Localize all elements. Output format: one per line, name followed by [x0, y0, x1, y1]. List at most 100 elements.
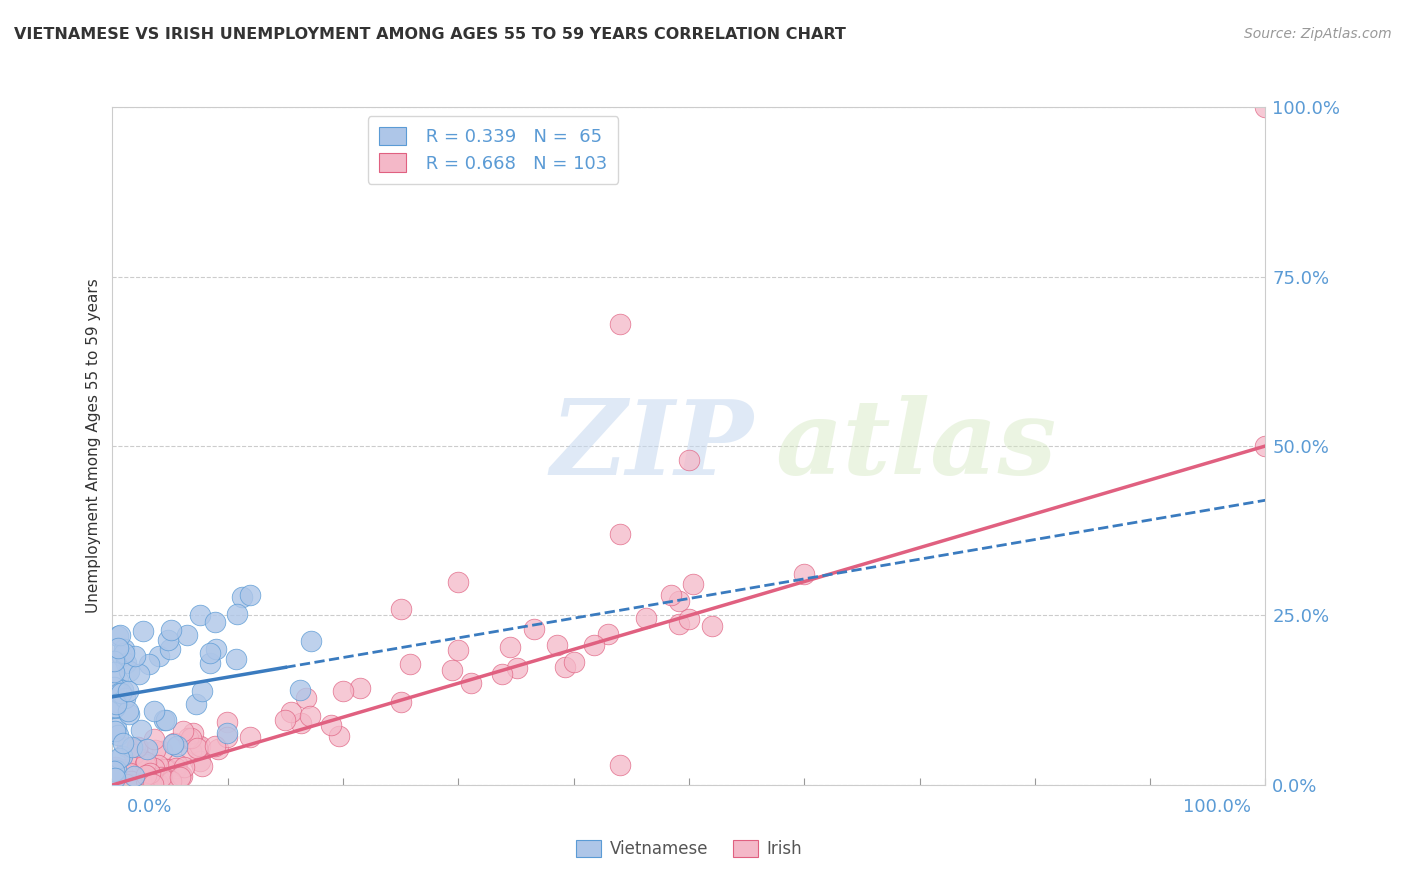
Point [111, 764, 134, 779]
Point [1254, 439, 1277, 453]
Text: 100.0%: 100.0% [1184, 798, 1251, 816]
Point [129, 752, 152, 766]
Point [328, 729, 350, 743]
Point [204, 739, 226, 754]
Point [166, 739, 188, 753]
Point [191, 684, 214, 698]
Point [700, 619, 723, 633]
Point [389, 601, 412, 615]
Point [188, 608, 211, 623]
Point [399, 657, 422, 671]
Point [678, 612, 700, 626]
Point [290, 683, 312, 698]
Point [143, 743, 166, 757]
Point [179, 743, 201, 757]
Point [609, 527, 631, 541]
Point [499, 640, 522, 654]
Point [115, 777, 138, 791]
Point [127, 740, 149, 755]
Point [609, 757, 631, 772]
Point [142, 777, 165, 791]
Point [103, 701, 125, 715]
Point [107, 751, 129, 765]
Point [239, 730, 262, 744]
Point [160, 773, 183, 788]
Text: Source: ZipAtlas.com: Source: ZipAtlas.com [1244, 27, 1392, 41]
Point [207, 741, 229, 756]
Point [125, 740, 148, 755]
Point [139, 766, 162, 780]
Point [217, 726, 239, 740]
Point [114, 774, 136, 789]
Point [110, 776, 132, 790]
Point [105, 684, 128, 698]
Point [142, 772, 165, 786]
Point [143, 761, 166, 775]
Point [112, 646, 135, 660]
Point [156, 763, 179, 777]
Point [124, 648, 146, 663]
Point [104, 764, 127, 778]
Point [349, 681, 371, 695]
Point [136, 777, 159, 791]
Point [200, 656, 222, 670]
Point [1254, 100, 1277, 114]
Point [181, 725, 204, 739]
Point [107, 629, 129, 643]
Text: 0.0%: 0.0% [127, 798, 172, 816]
Point [280, 706, 302, 720]
Point [111, 649, 134, 664]
Point [668, 594, 690, 608]
Point [204, 615, 226, 630]
Point [107, 728, 129, 742]
Point [165, 761, 187, 775]
Point [491, 666, 513, 681]
Point [186, 697, 208, 711]
Point [583, 638, 606, 652]
Point [217, 714, 239, 729]
Point [186, 738, 208, 752]
Point [107, 673, 129, 688]
Point [134, 757, 156, 772]
Point [107, 777, 129, 791]
Point [441, 664, 464, 678]
Point [274, 713, 297, 727]
Point [460, 675, 482, 690]
Point [170, 769, 193, 783]
Point [332, 683, 354, 698]
Point [198, 646, 221, 660]
Point [104, 771, 127, 785]
Point [124, 777, 146, 791]
Point [562, 655, 585, 669]
Point [153, 713, 176, 727]
Point [226, 607, 249, 621]
Point [135, 772, 157, 787]
Point [546, 638, 568, 652]
Point [148, 649, 170, 664]
Point [191, 759, 214, 773]
Text: ZIP: ZIP [551, 395, 754, 497]
Point [169, 767, 191, 781]
Point [180, 731, 202, 746]
Text: atlas: atlas [776, 395, 1057, 497]
Point [169, 770, 191, 784]
Point [299, 634, 322, 648]
Point [142, 732, 165, 747]
Point [117, 704, 139, 718]
Point [598, 627, 620, 641]
Point [103, 654, 125, 668]
Legend: Vietnamese, Irish: Vietnamese, Irish [569, 833, 808, 864]
Y-axis label: Unemployment Among Ages 55 to 59 years: Unemployment Among Ages 55 to 59 years [86, 278, 101, 614]
Point [124, 747, 146, 762]
Point [215, 730, 238, 744]
Point [120, 773, 142, 788]
Point [299, 708, 322, 723]
Point [110, 686, 132, 700]
Point [188, 739, 211, 753]
Point [115, 656, 138, 670]
Point [118, 706, 141, 721]
Point [114, 691, 136, 706]
Point [105, 695, 128, 709]
Point [135, 755, 157, 769]
Point [103, 680, 125, 694]
